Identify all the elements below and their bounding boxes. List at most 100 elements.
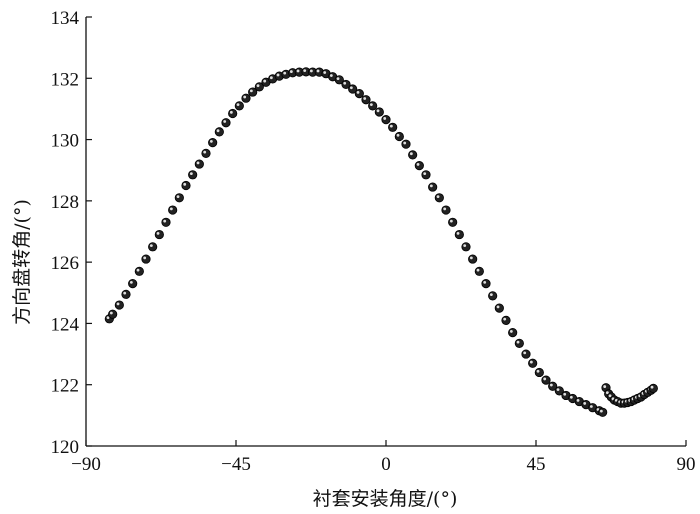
data-point-highlight bbox=[605, 391, 609, 395]
data-point-highlight bbox=[363, 97, 367, 100]
data-point bbox=[148, 242, 158, 252]
data-point bbox=[474, 266, 484, 276]
x-tick-label: 0 bbox=[381, 454, 391, 475]
data-point bbox=[648, 383, 658, 393]
data-point-highlight bbox=[436, 195, 440, 198]
data-point-highlight bbox=[569, 395, 573, 399]
data-point bbox=[401, 139, 411, 149]
data-point-highlight bbox=[543, 377, 547, 381]
data-point bbox=[508, 328, 518, 338]
data-point-highlight bbox=[296, 69, 300, 73]
y-tick-label: 134 bbox=[51, 8, 80, 29]
data-point-highlight bbox=[476, 268, 480, 272]
data-point bbox=[421, 170, 431, 180]
data-point bbox=[541, 375, 551, 385]
y-tick-label: 124 bbox=[51, 314, 80, 335]
data-point-highlight bbox=[343, 81, 347, 85]
data-point-highlight bbox=[589, 405, 593, 408]
y-tick-label: 132 bbox=[51, 69, 80, 90]
data-point-highlight bbox=[223, 120, 227, 123]
data-point bbox=[208, 138, 218, 148]
data-point-highlight bbox=[503, 317, 507, 321]
data-point-highlight bbox=[416, 163, 420, 166]
data-point bbox=[234, 101, 244, 111]
data-point-highlight bbox=[383, 117, 387, 120]
data-point bbox=[374, 107, 384, 117]
data-point-highlight bbox=[389, 124, 393, 128]
data-point-highlight bbox=[556, 388, 560, 392]
data-point-highlight bbox=[549, 383, 553, 387]
data-point bbox=[448, 217, 458, 227]
data-point-highlight bbox=[256, 84, 260, 88]
data-point-highlight bbox=[116, 302, 120, 306]
y-tick-label: 128 bbox=[51, 192, 80, 213]
data-point bbox=[394, 131, 404, 142]
data-point bbox=[481, 278, 491, 289]
data-point bbox=[454, 229, 464, 240]
y-tick-label: 122 bbox=[51, 376, 80, 397]
data-point-highlight bbox=[483, 280, 487, 284]
y-tick-label: 130 bbox=[51, 131, 80, 152]
data-point-highlight bbox=[329, 74, 333, 77]
data-point-highlight bbox=[229, 110, 233, 114]
data-point-highlight bbox=[316, 69, 320, 73]
data-point bbox=[388, 122, 398, 132]
data-point bbox=[214, 127, 224, 137]
data-point-highlight bbox=[599, 409, 603, 413]
data-point-highlight bbox=[269, 76, 273, 80]
data-point-highlight bbox=[409, 152, 413, 156]
data-point bbox=[114, 300, 124, 310]
data-point-highlight bbox=[509, 330, 513, 333]
x-tick-label: 90 bbox=[677, 454, 696, 475]
x-tick-label: −45 bbox=[221, 454, 251, 475]
data-point bbox=[174, 193, 184, 203]
data-point-highlight bbox=[396, 133, 400, 137]
data-point-highlight bbox=[216, 129, 220, 133]
data-point-highlight bbox=[123, 291, 127, 295]
data-point-highlight bbox=[449, 219, 453, 223]
data-point bbox=[521, 349, 531, 359]
data-point-highlight bbox=[516, 340, 520, 344]
data-point bbox=[161, 217, 171, 227]
data-point-highlight bbox=[129, 280, 133, 284]
x-tick-label: −90 bbox=[71, 454, 101, 475]
x-axis-label: 衬套安装角度/(°) bbox=[313, 488, 458, 510]
data-point bbox=[134, 266, 144, 276]
data-point bbox=[154, 229, 164, 240]
data-point-highlight bbox=[243, 95, 247, 99]
data-point-highlight bbox=[289, 70, 293, 73]
data-point bbox=[461, 242, 471, 252]
data-point-highlight bbox=[523, 351, 527, 355]
data-point-highlight bbox=[209, 140, 213, 143]
data-point-highlight bbox=[106, 316, 110, 320]
data-points bbox=[104, 67, 658, 417]
data-point-highlight bbox=[169, 207, 173, 211]
data-point-highlight bbox=[276, 73, 280, 77]
data-point bbox=[528, 358, 538, 368]
data-point bbox=[441, 205, 451, 215]
data-point bbox=[408, 150, 418, 160]
data-point-highlight bbox=[109, 311, 113, 315]
data-point bbox=[434, 193, 444, 203]
data-point bbox=[468, 254, 478, 264]
data-point bbox=[168, 205, 178, 215]
data-point-highlight bbox=[489, 293, 493, 297]
data-point-highlight bbox=[443, 207, 447, 211]
data-point-highlight bbox=[403, 141, 407, 145]
data-point bbox=[188, 170, 198, 180]
data-point bbox=[194, 159, 204, 169]
data-point bbox=[141, 254, 151, 264]
axes bbox=[85, 17, 686, 447]
data-point-highlight bbox=[529, 360, 533, 364]
data-point-highlight bbox=[423, 172, 427, 176]
ticks: −90 −45 0 45 90 120 122 124 126 128 130 132 134 bbox=[51, 8, 696, 475]
data-point bbox=[108, 309, 118, 319]
data-point-highlight bbox=[176, 195, 180, 198]
data-point-highlight bbox=[583, 402, 587, 405]
data-point-highlight bbox=[456, 231, 460, 235]
data-point-highlight bbox=[303, 69, 307, 73]
data-point bbox=[241, 93, 251, 103]
data-point bbox=[354, 89, 364, 99]
data-point-highlight bbox=[156, 231, 160, 235]
data-point-highlight bbox=[309, 69, 313, 73]
